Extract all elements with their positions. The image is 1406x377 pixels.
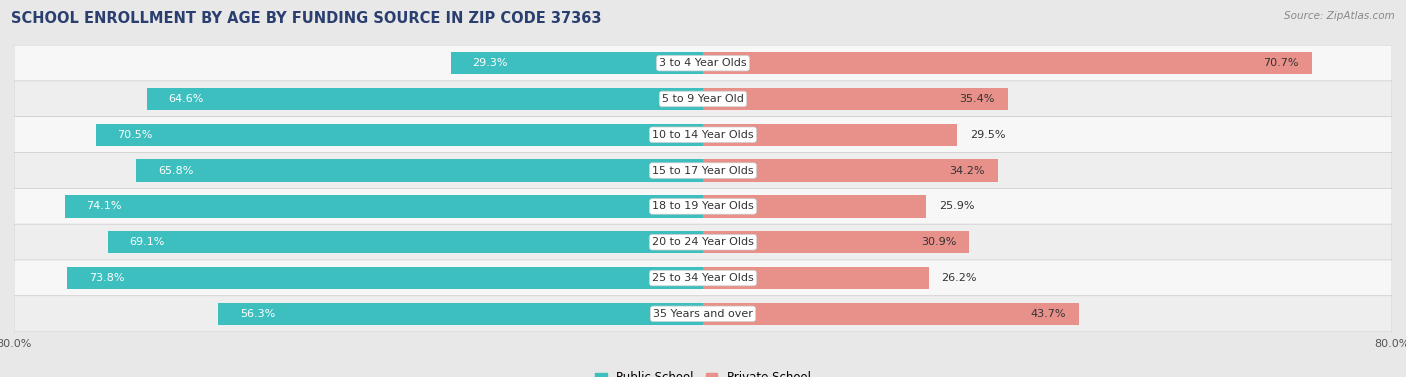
Text: 15 to 17 Year Olds: 15 to 17 Year Olds bbox=[652, 166, 754, 176]
Bar bbox=[136, 159, 703, 182]
Text: 25.9%: 25.9% bbox=[939, 201, 974, 211]
Text: 74.1%: 74.1% bbox=[86, 201, 122, 211]
Text: 35.4%: 35.4% bbox=[959, 94, 995, 104]
Bar bbox=[451, 52, 703, 74]
FancyBboxPatch shape bbox=[14, 153, 1392, 188]
Bar bbox=[703, 231, 969, 253]
Text: 34.2%: 34.2% bbox=[949, 166, 984, 176]
Bar bbox=[703, 195, 927, 218]
Text: SCHOOL ENROLLMENT BY AGE BY FUNDING SOURCE IN ZIP CODE 37363: SCHOOL ENROLLMENT BY AGE BY FUNDING SOUR… bbox=[11, 11, 602, 26]
Text: 26.2%: 26.2% bbox=[942, 273, 977, 283]
Text: 70.5%: 70.5% bbox=[117, 130, 153, 140]
Text: 30.9%: 30.9% bbox=[921, 237, 956, 247]
Text: 43.7%: 43.7% bbox=[1031, 309, 1066, 319]
Bar bbox=[218, 303, 703, 325]
Bar bbox=[67, 267, 703, 289]
Bar bbox=[65, 195, 703, 218]
FancyBboxPatch shape bbox=[14, 260, 1392, 296]
Bar bbox=[108, 231, 703, 253]
Text: 5 to 9 Year Old: 5 to 9 Year Old bbox=[662, 94, 744, 104]
Legend: Public School, Private School: Public School, Private School bbox=[591, 366, 815, 377]
FancyBboxPatch shape bbox=[14, 45, 1392, 81]
Text: 73.8%: 73.8% bbox=[89, 273, 125, 283]
Text: 25 to 34 Year Olds: 25 to 34 Year Olds bbox=[652, 273, 754, 283]
Bar bbox=[96, 124, 703, 146]
Bar bbox=[703, 159, 997, 182]
Text: 70.7%: 70.7% bbox=[1264, 58, 1299, 68]
Bar bbox=[703, 124, 957, 146]
FancyBboxPatch shape bbox=[14, 117, 1392, 153]
Text: 29.5%: 29.5% bbox=[970, 130, 1005, 140]
FancyBboxPatch shape bbox=[14, 188, 1392, 224]
Text: 65.8%: 65.8% bbox=[157, 166, 193, 176]
Text: 20 to 24 Year Olds: 20 to 24 Year Olds bbox=[652, 237, 754, 247]
Bar bbox=[703, 303, 1080, 325]
Bar bbox=[703, 267, 928, 289]
Bar bbox=[703, 52, 1312, 74]
Bar bbox=[146, 88, 703, 110]
Text: 10 to 14 Year Olds: 10 to 14 Year Olds bbox=[652, 130, 754, 140]
FancyBboxPatch shape bbox=[14, 224, 1392, 260]
Text: 35 Years and over: 35 Years and over bbox=[652, 309, 754, 319]
Text: 18 to 19 Year Olds: 18 to 19 Year Olds bbox=[652, 201, 754, 211]
Text: 69.1%: 69.1% bbox=[129, 237, 165, 247]
Text: 64.6%: 64.6% bbox=[169, 94, 204, 104]
Text: 56.3%: 56.3% bbox=[239, 309, 276, 319]
FancyBboxPatch shape bbox=[14, 296, 1392, 332]
Bar bbox=[703, 88, 1008, 110]
Text: Source: ZipAtlas.com: Source: ZipAtlas.com bbox=[1284, 11, 1395, 21]
FancyBboxPatch shape bbox=[14, 81, 1392, 117]
Text: 29.3%: 29.3% bbox=[472, 58, 508, 68]
Text: 3 to 4 Year Olds: 3 to 4 Year Olds bbox=[659, 58, 747, 68]
